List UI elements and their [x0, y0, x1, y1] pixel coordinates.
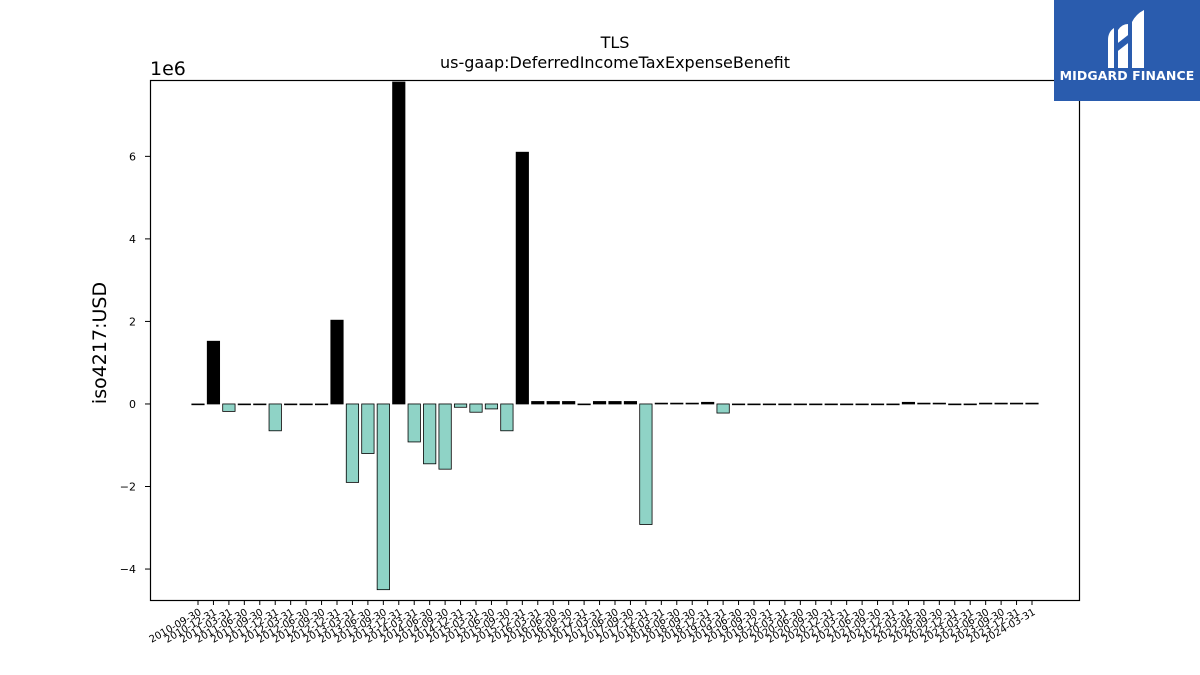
bar-2012-06-30: [299, 403, 313, 406]
bar-2023-06-30: [979, 402, 993, 405]
bar-2021-06-30: [855, 403, 869, 406]
bar-2011-09-30: [253, 403, 267, 406]
y-tick-label-0: −4: [120, 563, 136, 576]
bar-2016-06-30: [546, 401, 560, 405]
bar-2018-09-30: [685, 402, 699, 405]
bar-2019-03-31: [716, 403, 730, 414]
plot-area-frame: [149, 79, 1081, 602]
bar-2024-03-31: [1025, 402, 1039, 405]
bar-2022-09-30: [932, 402, 946, 405]
bar-2010-09-30: [191, 403, 205, 406]
bar-2019-09-30: [747, 403, 761, 406]
bar-2022-12-31: [948, 403, 962, 406]
bar-2020-09-30: [809, 403, 823, 406]
bar-2023-03-31: [963, 403, 977, 406]
midgard-finance-logo: MIDGARD FINANCE: [1054, 0, 1200, 101]
bar-2016-09-30: [562, 401, 576, 405]
bar-2019-06-30: [731, 403, 746, 406]
bar-2014-03-31: [407, 403, 421, 443]
bar-2012-03-31: [284, 403, 298, 406]
y-axis-offset-label: 1e6: [150, 58, 186, 80]
bar-2018-03-31: [654, 402, 668, 405]
bar-2021-09-30: [870, 403, 885, 406]
logo-brand-text: MIDGARD FINANCE: [1059, 68, 1195, 83]
y-tick-label-2: 0: [129, 398, 136, 411]
y-axis-label: iso4217:USD: [89, 282, 111, 404]
bar-2012-12-31: [330, 319, 344, 405]
midgard-logo-icon: [1108, 10, 1144, 68]
bar-2011-03-31: [222, 403, 236, 412]
bar-2013-06-30: [361, 403, 375, 454]
bar-2022-03-31: [901, 401, 916, 405]
chart-subtitle: us-gaap:DeferredIncomeTaxExpenseBenefit: [440, 53, 790, 72]
bar-2014-06-30: [423, 403, 437, 465]
bar-2013-09-30: [376, 403, 390, 591]
bar-2015-12-31: [515, 151, 529, 405]
y-tick-label-4: 4: [129, 233, 136, 246]
chart-title: TLS: [600, 33, 630, 52]
bar-2016-03-31: [531, 401, 545, 405]
bar-2011-12-31: [268, 403, 282, 432]
bar-2015-06-30: [484, 403, 499, 410]
bar-2023-12-31: [1009, 402, 1024, 405]
bar-2020-12-31: [824, 403, 838, 406]
bar-2013-03-31: [345, 403, 360, 483]
bar-2015-09-30: [500, 403, 514, 432]
bar-2017-06-30: [608, 401, 622, 405]
bar-2016-12-31: [577, 403, 591, 406]
bar-2014-09-30: [438, 403, 452, 470]
bar-2020-03-31: [778, 403, 792, 406]
bar-2021-12-31: [886, 403, 900, 406]
bar-2021-03-31: [840, 403, 854, 406]
bar-2013-12-31: [392, 81, 406, 405]
bar-2011-06-30: [237, 403, 251, 406]
bar-2018-06-30: [670, 402, 684, 405]
bar-2012-09-30: [314, 403, 329, 406]
bar-2017-12-31: [639, 403, 653, 525]
bar-2018-12-31: [701, 401, 715, 405]
bar-2020-06-30: [793, 403, 807, 406]
bar-2015-03-31: [469, 403, 483, 413]
bar-2014-12-31: [453, 403, 468, 408]
bar-2017-09-30: [623, 401, 638, 405]
y-tick-label-1: −2: [120, 481, 136, 494]
bar-2022-06-30: [917, 402, 931, 405]
bar-2019-12-31: [762, 403, 777, 406]
bar-2023-09-30: [994, 402, 1008, 405]
y-tick-label-5: 6: [129, 150, 136, 163]
y-tick-label-3: 2: [129, 315, 136, 328]
bar-2017-03-31: [592, 401, 607, 405]
bar-2010-12-31: [206, 340, 221, 405]
